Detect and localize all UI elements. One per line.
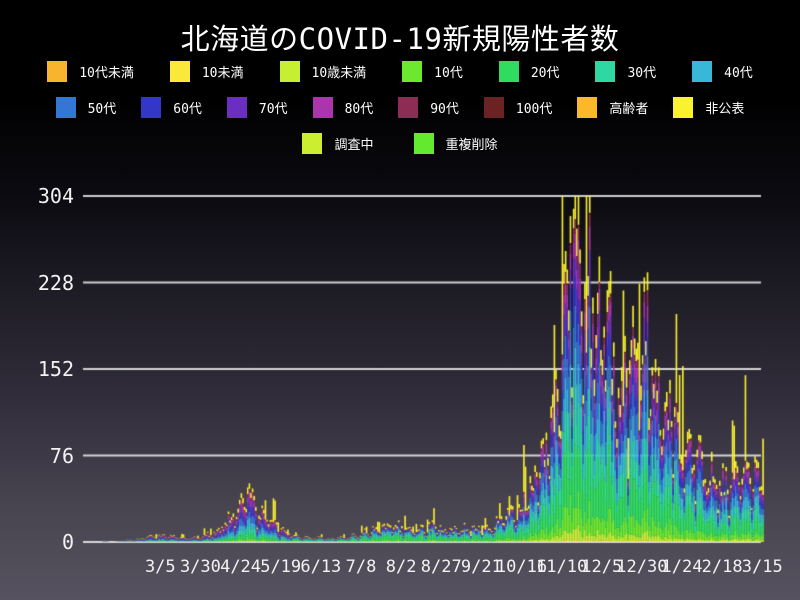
legend-label: 80代 [344,102,374,117]
legend-label: 90代 [430,102,459,117]
x-tick-label: 10/16 [495,557,548,577]
legend-swatch-icon [141,97,162,118]
legend-item-20代: 20代 [498,61,560,82]
x-tick-label: 3/30 [179,557,221,577]
legend-label: 10代未満 [79,66,134,81]
legend-swatch-icon [312,97,333,118]
legend-label: 10歳未満 [311,66,367,81]
legend-item-50代: 50代 [55,97,117,118]
legend-item-10代: 10代 [402,61,463,82]
legend-row-3: 調査中 重複削除 [0,133,800,154]
legend-swatch-icon [673,97,694,118]
legend-label: 70代 [258,102,288,117]
x-tick-label: 11/10 [536,557,588,577]
legend-label: 10未満 [201,66,244,81]
legend-label: 50代 [87,102,117,117]
y-tick-label: 0 [61,530,74,554]
y-tick-label: 76 [49,443,74,468]
legend-item-10歳未満: 10歳未満 [279,61,367,82]
legend-item-10代未満: 10代未満 [47,61,134,82]
legend-item-重複削除: 重複削除 [413,133,498,154]
legend-label: 10代 [434,66,463,81]
legend-item-90代: 90代 [398,97,459,118]
legend-label: 高齢者 [609,102,649,117]
legend-label: 非公表 [705,102,745,117]
x-tick-label: 2/18 [701,557,743,577]
x-tick-label: 7/8 [345,557,377,577]
legend-swatch-icon [226,97,247,118]
legend-label: 調査中 [334,138,374,153]
x-tick-label: 6/13 [300,557,342,577]
x-tick-label: 3/5 [144,557,176,577]
legend-swatch-icon [483,97,504,118]
x-tick-label: 12/5 [581,557,623,577]
legend-item-高齢者: 高齢者 [577,97,648,118]
legend-swatch-icon [577,97,598,118]
x-tick-label: 8/2 [385,557,417,577]
legend-label: 60代 [173,102,202,117]
legend-item-100代: 100代 [483,97,553,118]
legend-item-30代: 30代 [595,61,656,82]
legend-swatch-icon [169,61,190,82]
legend-swatch-icon [302,133,323,154]
legend-swatch-icon [413,133,434,154]
legend-swatch-icon [498,61,519,82]
x-tick-label: 5/19 [260,557,302,577]
legend-swatch-icon [279,61,300,82]
legend-item-40代: 40代 [692,61,753,82]
legend-label: 100代 [515,102,553,117]
x-tick-label: 9/21 [460,557,502,577]
legend-row-1: 10代未満 10未満 10歳未満 10代 20代 30代 40代 [0,61,800,82]
legend: 10代未満 10未満 10歳未満 10代 20代 30代 40代 50代 60代 70代 80代 90… [0,61,800,169]
legend-swatch-icon [55,97,76,118]
legend-item-調査中: 調査中 [302,133,374,154]
x-tick-label: 12/30 [616,557,668,577]
legend-swatch-icon [692,61,713,82]
chart-title: 北海道のCOVID-19新規陽性者数 [180,22,620,56]
y-tick-label: 304 [37,184,74,208]
y-tick-label: 228 [37,270,74,295]
legend-swatch-icon [47,61,68,82]
legend-item-70代: 70代 [226,97,288,118]
y-tick-label: 152 [37,357,74,381]
legend-item-10未満: 10未満 [169,61,244,82]
legend-item-60代: 60代 [141,97,202,118]
legend-label: 重複削除 [445,138,498,153]
legend-swatch-icon [402,61,423,82]
legend-item-80代: 80代 [312,97,374,118]
x-tick-label: 3/15 [741,557,783,577]
legend-item-非公表: 非公表 [673,97,744,118]
legend-label: 30代 [627,66,657,81]
x-tick-label: 1/24 [661,557,703,577]
legend-label: 40代 [724,66,753,81]
legend-swatch-icon [398,97,419,118]
x-tick-label: 8/27 [420,557,462,577]
legend-row-2: 50代 60代 70代 80代 90代 100代 高齢者 非公表 [0,97,800,118]
x-tick-label: 4/24 [220,557,262,577]
legend-label: 20代 [530,66,560,81]
legend-swatch-icon [595,61,616,82]
